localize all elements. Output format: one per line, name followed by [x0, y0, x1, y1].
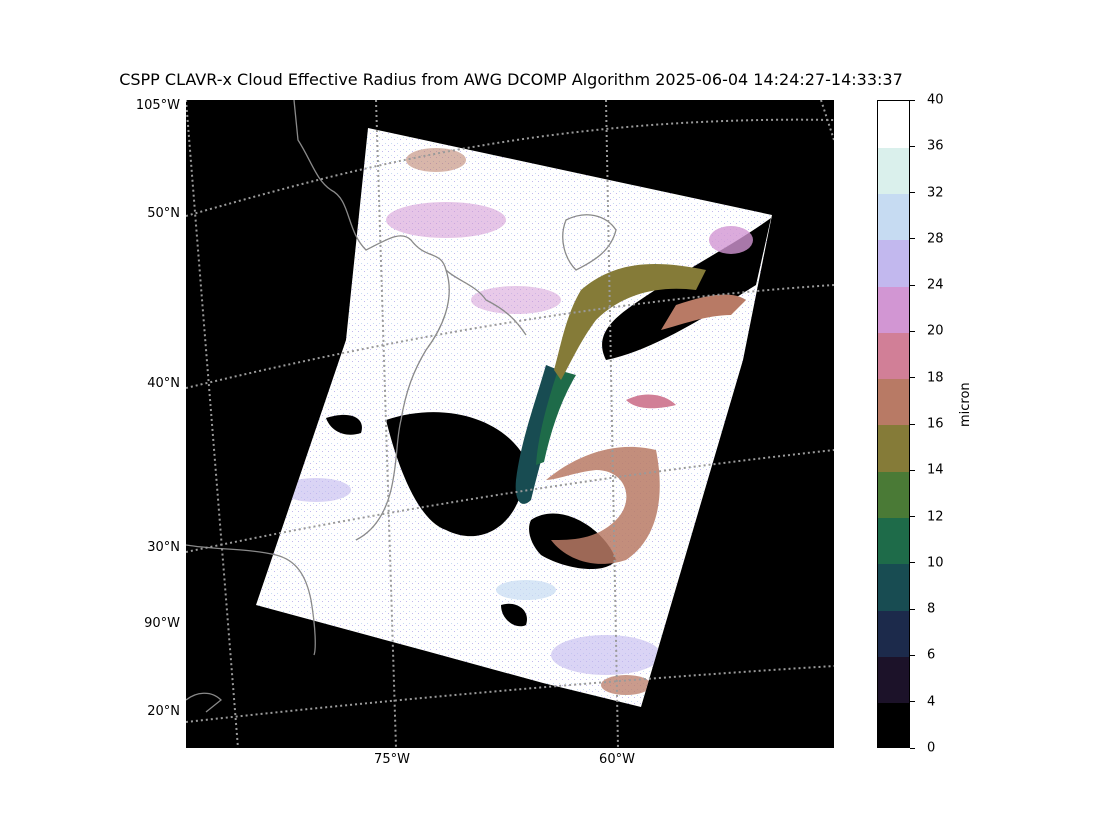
colorbar-segment: [878, 656, 909, 704]
colorbar-tick-label: 14: [927, 462, 944, 478]
colorbar-tick: [910, 701, 915, 703]
colorbar-tick-label: 20: [927, 323, 944, 339]
colorbar-tick-label: 4: [927, 694, 936, 710]
lat-label: 30°N: [147, 540, 180, 555]
colorbar-tick: [910, 423, 915, 425]
colorbar-segment: [878, 563, 909, 611]
colorbar-segment: [878, 286, 909, 333]
colorbar-label: micron: [958, 382, 973, 427]
colorbar-tick: [910, 608, 915, 610]
colorbar-segment: [878, 239, 909, 287]
lon-label: 60°W: [599, 752, 635, 767]
chart-title: CSPP CLAVR-x Cloud Effective Radius from…: [119, 70, 903, 89]
lon-label: 75°W: [374, 752, 410, 767]
colorbar-tick: [910, 192, 915, 194]
colorbar-tick-label: 10: [927, 555, 944, 571]
lat-label: 20°N: [147, 704, 180, 719]
colorbar-tick: [910, 238, 915, 240]
colorbar-tick: [910, 377, 915, 379]
colorbar-tick-label: 6: [927, 647, 936, 663]
colorbar-tick: [910, 284, 915, 286]
colorbar: [877, 100, 910, 748]
colorbar-tick: [910, 747, 915, 749]
colorbar-segment: [878, 332, 909, 380]
colorbar-tick-label: 0: [927, 740, 936, 756]
colorbar-segment: [878, 101, 909, 148]
colorbar-tick-label: 18: [927, 370, 944, 386]
map-canvas: [186, 100, 834, 748]
colorbar-tick: [910, 469, 915, 471]
colorbar-tick: [910, 654, 915, 656]
colorbar-tick: [910, 516, 915, 518]
colorbar-tick-label: 12: [927, 509, 944, 525]
lat-label: 105°W: [135, 98, 180, 113]
colorbar-tick-label: 40: [927, 92, 944, 108]
colorbar-segment: [878, 517, 909, 565]
colorbar-tick-label: 32: [927, 185, 944, 201]
coastlines: [186, 100, 617, 713]
colorbar-tick: [910, 145, 915, 147]
colorbar-tick: [910, 99, 915, 101]
graticule: [186, 100, 834, 748]
colorbar-segment: [878, 610, 909, 657]
colorbar-tick-label: 28: [927, 231, 944, 247]
colorbar-segment: [878, 471, 909, 519]
colorbar-tick: [910, 562, 915, 564]
colorbar-segment: [878, 193, 909, 241]
lat-label: 50°N: [147, 206, 180, 221]
cloud-swath: [256, 128, 772, 707]
colorbar-segment: [878, 425, 909, 472]
colorbar-tick-label: 8: [927, 601, 936, 617]
colorbar-tick-label: 16: [927, 416, 944, 432]
colorbar-segment: [878, 147, 909, 195]
lat-label: 40°N: [147, 376, 180, 391]
lat-label: 90°W: [144, 616, 180, 631]
map-panel[interactable]: [186, 100, 834, 748]
colorbar-segment: [878, 378, 909, 426]
colorbar-segment: [878, 702, 909, 747]
colorbar-tick-label: 36: [927, 138, 944, 154]
colorbar-tick-label: 24: [927, 277, 944, 293]
colorbar-tick: [910, 330, 915, 332]
